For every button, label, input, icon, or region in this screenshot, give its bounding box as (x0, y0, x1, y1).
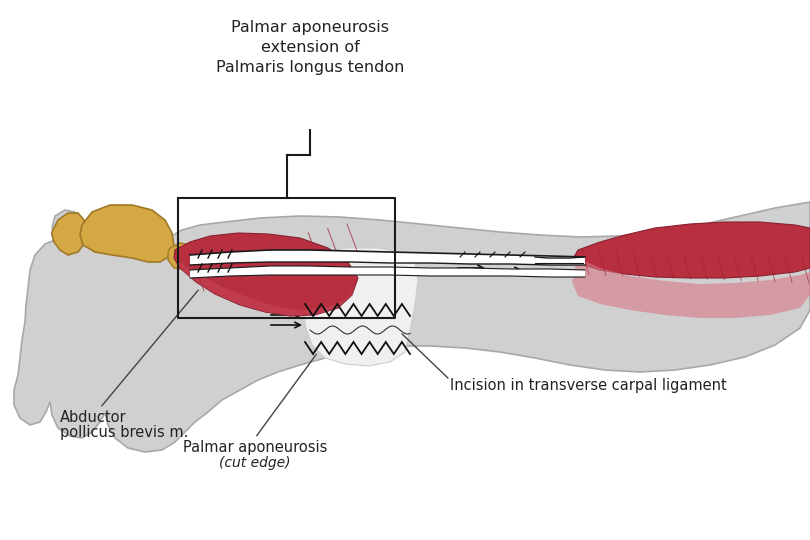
Polygon shape (80, 205, 174, 262)
Text: Palmar aponeurosis
extension of
Palmaris longus tendon: Palmar aponeurosis extension of Palmaris… (215, 20, 404, 75)
Polygon shape (52, 213, 86, 255)
Text: Incision in transverse carpal ligament: Incision in transverse carpal ligament (450, 378, 727, 393)
Polygon shape (572, 258, 810, 318)
Polygon shape (190, 266, 585, 278)
Text: Abductor: Abductor (60, 410, 126, 425)
Polygon shape (175, 258, 355, 316)
Polygon shape (305, 248, 418, 366)
Polygon shape (574, 222, 810, 278)
Text: pollicus brevis m.: pollicus brevis m. (60, 425, 189, 440)
Polygon shape (190, 250, 585, 265)
Text: (cut edge): (cut edge) (220, 456, 291, 470)
Polygon shape (14, 202, 810, 452)
Text: Palmar aponeurosis: Palmar aponeurosis (183, 440, 327, 455)
Polygon shape (168, 243, 198, 270)
Polygon shape (174, 233, 358, 316)
